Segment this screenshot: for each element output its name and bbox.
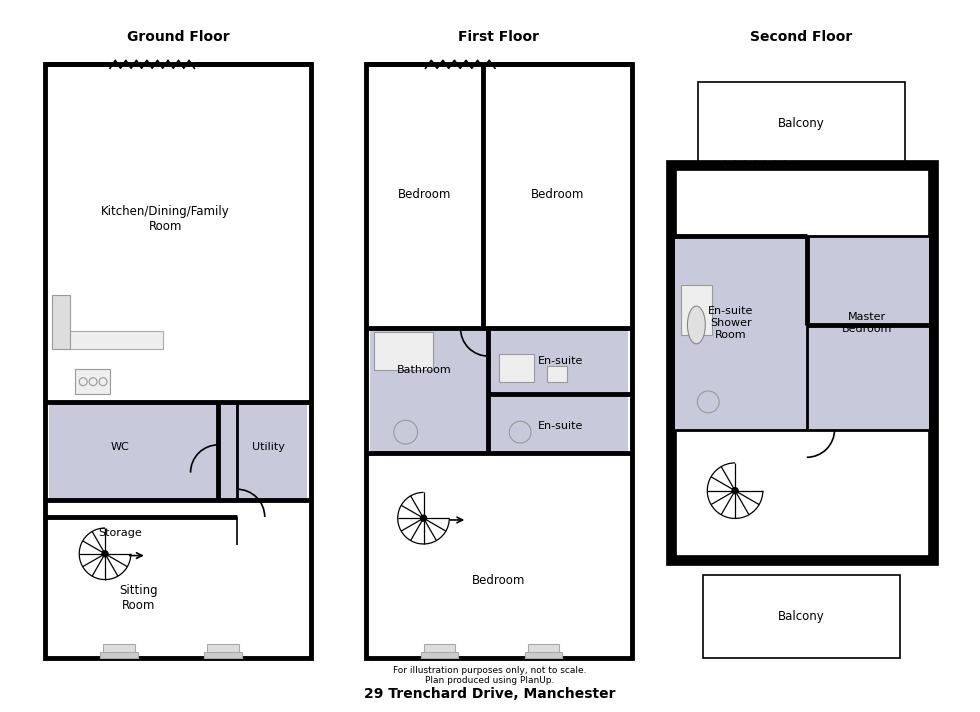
Bar — [75, 369, 110, 394]
Text: Second Floor: Second Floor — [751, 29, 853, 43]
Text: 29 Trenchard Drive, Manchester: 29 Trenchard Drive, Manchester — [365, 687, 615, 701]
Bar — [499, 354, 534, 382]
Bar — [53, 295, 71, 349]
Bar — [204, 651, 242, 658]
Text: En-suite: En-suite — [537, 356, 583, 366]
Text: Balcony: Balcony — [778, 117, 825, 130]
Bar — [366, 64, 632, 658]
Bar — [527, 644, 560, 651]
Text: Utility: Utility — [253, 442, 285, 452]
Ellipse shape — [687, 306, 706, 344]
Text: Bedroom: Bedroom — [472, 574, 525, 587]
Text: En-suite
Shower
Room: En-suite Shower Room — [709, 306, 754, 340]
Bar — [680, 286, 712, 335]
Text: For illustration purposes only, not to scale.
Plan produced using PlanUp.: For illustration purposes only, not to s… — [393, 666, 587, 685]
Text: Ground Floor: Ground Floor — [127, 29, 229, 43]
Bar — [670, 165, 933, 560]
Bar — [524, 651, 563, 658]
Text: Bedroom: Bedroom — [398, 189, 451, 201]
Text: En-suite: En-suite — [537, 422, 583, 431]
Bar — [49, 402, 308, 501]
Bar — [103, 644, 135, 651]
Text: Balcony: Balcony — [778, 609, 825, 622]
Bar — [100, 651, 138, 658]
Bar — [699, 82, 905, 165]
Text: Kitchen/Dining/Family
Room: Kitchen/Dining/Family Room — [101, 204, 229, 233]
Text: Storage: Storage — [98, 528, 142, 538]
Text: Bedroom: Bedroom — [531, 189, 584, 201]
Text: First Floor: First Floor — [459, 29, 539, 43]
Circle shape — [420, 515, 426, 521]
Text: Bathroom: Bathroom — [397, 365, 452, 375]
Text: WC: WC — [111, 442, 129, 452]
Bar — [674, 236, 929, 429]
Bar — [207, 644, 239, 651]
Bar — [420, 651, 459, 658]
Text: Sitting
Room: Sitting Room — [120, 585, 158, 612]
Bar — [704, 575, 900, 658]
Circle shape — [732, 488, 738, 493]
Bar — [423, 644, 456, 651]
Bar — [64, 331, 163, 349]
Bar — [374, 333, 433, 370]
Bar — [369, 328, 628, 453]
Bar — [547, 366, 566, 382]
Bar — [45, 64, 312, 658]
Circle shape — [102, 551, 108, 557]
Text: Master
Bedroom: Master Bedroom — [842, 312, 892, 334]
